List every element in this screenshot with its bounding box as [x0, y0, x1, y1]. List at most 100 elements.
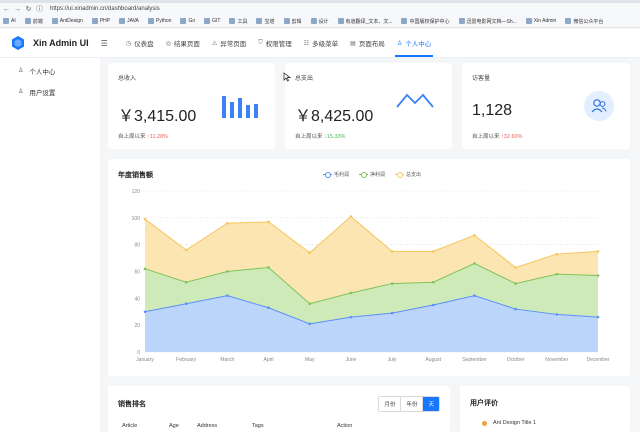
- data-point: [308, 302, 312, 305]
- site-info-icon[interactable]: ⓘ: [36, 6, 43, 13]
- visitors-change-value: 32.60%: [503, 134, 523, 140]
- forward-icon[interactable]: →: [14, 5, 21, 13]
- data-point: [226, 270, 229, 273]
- bookmark-item[interactable]: 剪辑: [283, 18, 302, 25]
- bookmark-item[interactable]: AI: [3, 18, 16, 24]
- reload-icon[interactable]: ↻: [25, 6, 32, 13]
- bookmark-item[interactable]: 有道翻译_文本、文...: [337, 18, 393, 25]
- bookmark-item[interactable]: Python: [147, 18, 171, 24]
- bookmark-item[interactable]: 迅雷电影网文档—Sh...: [458, 18, 517, 25]
- bookmark-item[interactable]: AntDesign: [51, 18, 83, 24]
- data-point: [143, 267, 147, 271]
- bookmark-item[interactable]: 宝塔: [256, 18, 275, 25]
- data-point: [514, 282, 517, 285]
- data-point: [308, 322, 312, 326]
- data-point: [226, 221, 229, 225]
- legend-item[interactable]: 总支出: [395, 171, 421, 178]
- top-navigation: ◷ 仪表盘 ◎ 结果页面 ⚠ 异常页面 ⛉ 权限管理 ☷ 多级菜单 ▤ 页面布局 ♙ 个人中心: [120, 29, 437, 57]
- bookmark-item[interactable]: GIT: [204, 18, 220, 24]
- bookmark-item[interactable]: 微信公众平台: [565, 18, 603, 25]
- column-header: Action: [337, 423, 353, 429]
- nav-item-label: 权限管理: [265, 41, 292, 48]
- period-tab[interactable]: 年份: [401, 397, 424, 411]
- y-tick-label: 20: [134, 323, 140, 329]
- folder-icon: [24, 18, 31, 24]
- nav-item-5[interactable]: ▤ 页面布局: [344, 29, 391, 57]
- data-point: [184, 280, 188, 284]
- data-point: [473, 233, 476, 237]
- sidebar-item-0[interactable]: ♙ 个人中心: [0, 60, 100, 81]
- bookmark-label: 设计: [318, 18, 329, 25]
- expense-value: ￥8,425.00: [295, 108, 374, 125]
- bookmark-label: 迅雷电影网文档—Sh...: [466, 18, 517, 25]
- sidebar-item-1[interactable]: ♙ 用户设置: [0, 81, 100, 102]
- folder-icon: [119, 18, 126, 24]
- user-reviews-card: 用户评价 Ant Design Title 1: [460, 386, 630, 432]
- data-point: [596, 250, 600, 253]
- bookmark-item[interactable]: 中国版权保护中心: [401, 18, 450, 25]
- data-point: [555, 272, 559, 276]
- bookmark-label: 中国版权保护中心: [409, 18, 450, 25]
- nav-item-label: 结果页面: [173, 41, 200, 48]
- period-tab[interactable]: 月份: [379, 397, 402, 411]
- bookmark-label: JAVA: [127, 18, 139, 24]
- visitors-value: 1,128: [472, 102, 513, 119]
- app-title: Xin Admin UI: [33, 38, 89, 48]
- review-item-title: Ant Design Title 1: [493, 420, 537, 426]
- data-point: [514, 307, 517, 311]
- bookmark-item[interactable]: 前端: [24, 18, 43, 25]
- expense-label: 总支出: [295, 76, 314, 82]
- bookmark-item[interactable]: Xin Admin: [525, 18, 556, 24]
- legend-item[interactable]: 毛利润: [323, 171, 349, 178]
- bookmark-item[interactable]: 设计: [310, 18, 329, 25]
- nav-item-0[interactable]: ◷ 仪表盘: [120, 29, 160, 57]
- nav-item-6[interactable]: ♙ 个人中心: [391, 29, 437, 57]
- bookmark-item[interactable]: PHP: [91, 18, 110, 24]
- review-item[interactable]: Ant Design Title 1: [482, 420, 536, 426]
- legend-item[interactable]: 净利润: [359, 171, 385, 178]
- nav-item-3[interactable]: ⛉ 权限管理: [252, 29, 298, 57]
- folder-icon: [525, 18, 532, 24]
- data-point: [267, 220, 270, 224]
- x-tick-label: April: [264, 357, 274, 363]
- period-tab[interactable]: 天: [423, 397, 439, 411]
- data-point: [596, 274, 600, 277]
- nav-item-2[interactable]: ⚠ 异常页面: [206, 29, 252, 57]
- nav-item-label: 页面布局: [358, 41, 385, 48]
- bookmark-item[interactable]: 工具: [229, 18, 247, 25]
- trend-up-icon: ↑: [147, 134, 150, 140]
- data-point: [267, 266, 270, 269]
- column-header: Address: [197, 423, 218, 429]
- back-icon[interactable]: ←: [3, 5, 10, 13]
- x-tick-label: May: [305, 357, 315, 363]
- menu-icon: ☷: [303, 40, 310, 47]
- sales-ranking-card: 销售排名 月份 年份天 Article Age Address Tags Action: [108, 386, 450, 432]
- expense-card: 总支出 ￥8,425.00 自上周以来 ↓15.33%: [285, 63, 452, 149]
- income-value: ￥3,415.00: [118, 108, 197, 125]
- nav-item-1[interactable]: ◎ 结果页面: [160, 29, 206, 57]
- nav-item-label: 多级菜单: [312, 41, 339, 48]
- nav-item-label: 仪表盘: [134, 41, 154, 48]
- annual-sales-chart: 0 20 40 60 80 100 120 January February March April…: [132, 189, 610, 363]
- data-point: [473, 294, 476, 297]
- income-card: 总收入 ￥3,415.00 自上周以来 ↑11.28%: [108, 63, 275, 149]
- url-field[interactable]: https://ui.xinadmin.cn/dashboard/analysi…: [50, 6, 160, 12]
- bookmark-item[interactable]: JAVA: [119, 18, 139, 24]
- data-point: [473, 262, 476, 265]
- x-tick-label: February: [176, 357, 197, 363]
- browser-address-bar: ← → ↻ ⓘ https://ui.xinadmin.cn/dashboard…: [0, 3, 640, 15]
- series-area-2: [145, 216, 598, 304]
- users-icon: [584, 91, 614, 121]
- trend-up-icon: ↑: [501, 134, 504, 140]
- x-tick-label: January: [136, 357, 154, 363]
- bookmarks-bar: AI 前端 AntDesign PHP JAVA Python Go GIT 工具 宝塔 剪辑 设计 有…: [0, 15, 640, 28]
- menu-toggle-icon[interactable]: ☰: [100, 38, 108, 48]
- nav-item-4[interactable]: ☷ 多级菜单: [298, 29, 344, 57]
- y-tick-label: 80: [134, 243, 140, 249]
- y-tick-label: 40: [134, 296, 140, 302]
- data-point: [143, 310, 147, 314]
- data-point: [514, 266, 517, 269]
- reviews-title: 用户评价: [470, 400, 498, 407]
- bookmark-label: 有道翻译_文本、文...: [345, 18, 393, 25]
- bookmark-item[interactable]: Go: [180, 18, 195, 24]
